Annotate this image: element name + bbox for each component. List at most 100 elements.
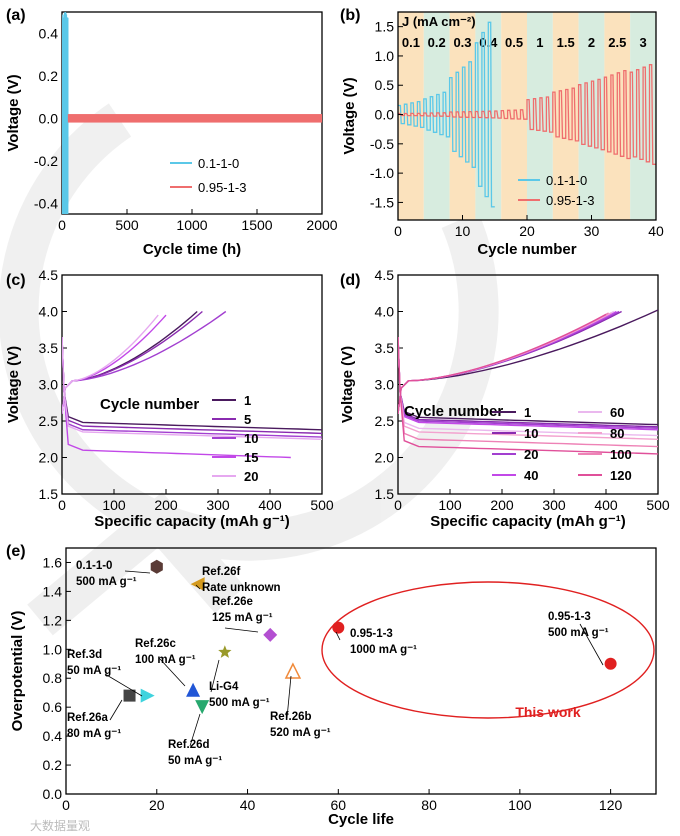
marker-square [123, 689, 136, 702]
legend-label: 5 [244, 412, 251, 427]
panel-d: 0 100 200 300 400 500 1.5 2.0 2.5 3.0 3.5 4.0 4.5 Spe… [339, 267, 670, 530]
legend-label: 40 [524, 468, 538, 483]
panel-b: 0.1 0.2 0.3 0.4 0.5 1 1.5 2 2.5 3J (mA cm⁻²)0 10 20… [340, 7, 664, 258]
x-tick-label: 100 [102, 497, 126, 513]
y-tick-label: -1.0 [370, 165, 394, 181]
discharge-curve-40 [398, 337, 658, 431]
point-sublabel: Rate unknown [202, 582, 281, 594]
point-label: Ref.26c [135, 638, 177, 650]
charge-curve-100 [398, 312, 609, 414]
legend-label: 20 [524, 447, 538, 462]
x-tick-label: 20 [519, 223, 535, 239]
leader-line [109, 699, 123, 721]
x-tick-label: 80 [421, 797, 437, 813]
y-tick-label: 2.0 [375, 450, 395, 466]
marker-circle [604, 657, 617, 670]
x-axis-label: Cycle number [477, 241, 576, 258]
leader-line [286, 675, 292, 719]
discharge-curve-80 [398, 337, 658, 440]
x-tick-label: 500 [115, 217, 139, 233]
panel-label: (d) [340, 272, 360, 289]
panel-c: 0 100 200 300 400 500 1.5 2.0 2.5 3.0 3.5 4.0 4.5 Spe… [5, 267, 334, 530]
plot-area [398, 309, 658, 455]
legend-label: 10 [244, 431, 258, 446]
y-tick-label: 0.0 [39, 110, 59, 126]
legend-label: 60 [610, 405, 624, 420]
current-density-label: 0.2 [428, 35, 446, 50]
y-tick-label: -0.5 [370, 136, 394, 152]
current-density-label: 0.1 [402, 35, 420, 50]
legend-label: 100 [610, 447, 632, 462]
legend-label: 10 [524, 426, 538, 441]
y-tick-label: -0.4 [34, 195, 58, 211]
current-density-label: 1.5 [557, 35, 575, 50]
legend-title: Cycle number [100, 396, 199, 413]
x-tick-label: 100 [438, 497, 462, 513]
leader-line [579, 623, 604, 666]
y-axis-label: Voltage (V) [5, 74, 22, 151]
y-tick-label: 2.5 [375, 413, 395, 429]
discharge-curve-1 [398, 337, 658, 426]
y-tick-label: 1.6 [43, 554, 63, 570]
y-tick-label: 3.0 [375, 377, 395, 393]
leader-line [189, 713, 201, 747]
point-sublabel: 500 mA g⁻¹ [209, 697, 270, 709]
discharge-curve-60 [398, 337, 658, 437]
y-tick-label: 0.5 [375, 77, 395, 93]
x-tick-label: 300 [542, 497, 566, 513]
this-work-label: This work [515, 704, 581, 720]
x-tick-label: 200 [490, 497, 514, 513]
point-label: 0.95-1-3 [350, 628, 393, 640]
point-label: Ref.26f [202, 566, 241, 578]
discharge-curve-120 [398, 337, 658, 455]
x-tick-label: 400 [258, 497, 282, 513]
y-tick-label: 0.0 [375, 107, 395, 123]
legend-label: 0.1-1-0 [546, 173, 587, 188]
watermark-text: 大数据量观 [30, 818, 90, 833]
point-label: 0.95-1-3 [548, 611, 591, 623]
legend-label: 1 [524, 405, 531, 420]
x-tick-label: 30 [584, 223, 600, 239]
current-density-label: 3 [639, 35, 646, 50]
x-tick-label: 2000 [306, 217, 337, 233]
panel-label: (b) [340, 7, 360, 24]
charge-curve-10 [62, 310, 227, 414]
legend-title: Cycle number [404, 403, 503, 420]
x-axis-label: Cycle time (h) [143, 241, 241, 258]
series-line-0-95-1-3 [398, 64, 656, 165]
legend-label: 15 [244, 450, 258, 465]
x-axis-label: Specific capacity (mAh g⁻¹) [430, 513, 625, 530]
marker-star [218, 645, 232, 658]
y-tick-label: 1.2 [43, 612, 63, 628]
y-tick-label: 2.5 [39, 413, 59, 429]
marker-triangle-open [284, 662, 302, 679]
x-tick-label: 0 [58, 497, 66, 513]
x-axis-label: Cycle life [328, 811, 394, 828]
plot-area [62, 310, 322, 459]
current-density-label: 1 [536, 35, 543, 50]
y-tick-label: 0.2 [39, 68, 59, 84]
legend-label: 0.1-1-0 [198, 156, 239, 171]
leader-line [224, 627, 259, 633]
x-tick-label: 100 [508, 797, 532, 813]
discharge-curve-10 [62, 337, 322, 438]
y-tick-label: 1.5 [39, 486, 59, 502]
x-tick-label: 200 [154, 497, 178, 513]
current-density-label: 2 [588, 35, 595, 50]
x-tick-label: 60 [331, 797, 347, 813]
point-sublabel: 50 mA g⁻¹ [168, 755, 222, 767]
y-axis-label: Voltage (V) [341, 77, 358, 154]
point-sublabel: 1000 mA g⁻¹ [350, 644, 417, 656]
y-tick-label: 3.5 [375, 340, 395, 356]
point-sublabel: 520 mA g⁻¹ [270, 727, 331, 739]
marker-triangle-down [195, 700, 210, 715]
current-density-label: 2.5 [608, 35, 626, 50]
point-label: Ref.26d [168, 739, 210, 751]
y-tick-label: 2.0 [39, 450, 59, 466]
marker-triangle-right [140, 688, 155, 703]
y-tick-label: 1.4 [43, 583, 63, 599]
x-tick-label: 0 [394, 497, 402, 513]
point-sublabel: 100 mA g⁻¹ [135, 654, 196, 666]
legend-label: 0.95-1-3 [198, 180, 246, 195]
